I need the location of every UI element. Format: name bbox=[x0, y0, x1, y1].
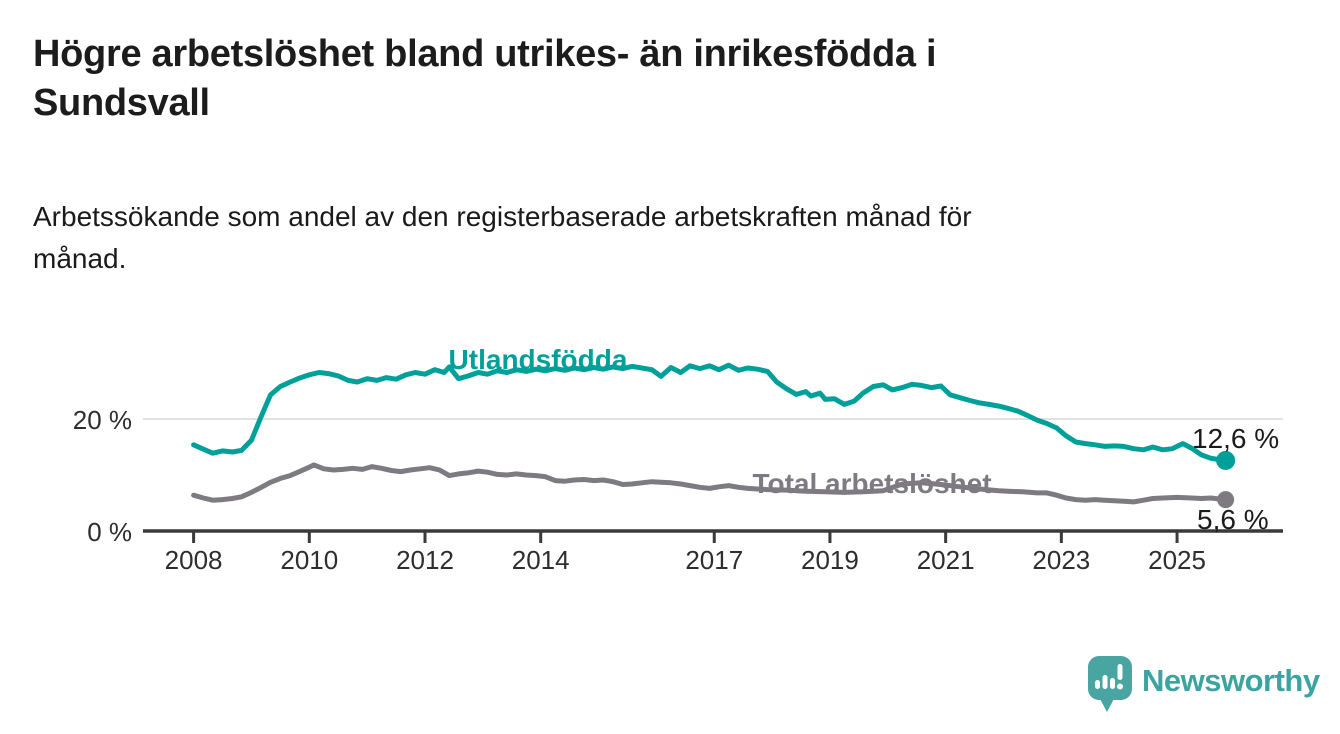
x-axis-tick-label: 2014 bbox=[511, 545, 570, 575]
x-axis-tick-label: 2021 bbox=[916, 545, 975, 575]
series-end-dot-utlandsfodda bbox=[1216, 450, 1236, 470]
y-axis-tick-label-20: 20 % bbox=[72, 405, 132, 435]
speech-bubble-bar-chart-icon bbox=[1088, 656, 1132, 712]
chart-subtitle: Arbetssökande som andel av den registerb… bbox=[33, 201, 972, 274]
series-label-total-arbetsloshet: Total arbetslöshet bbox=[752, 468, 992, 499]
brand-name: Newsworthy bbox=[1142, 663, 1320, 698]
x-axis: 2008 2010 2012 2014 2017 2019 2021 2023 2025 bbox=[0, 545, 1340, 579]
end-value-label-utlandsfodda: 12,6 % bbox=[1192, 423, 1280, 454]
x-axis-tick-label: 2017 bbox=[685, 545, 744, 575]
page-title: Högre arbetslöshet bland utrikes- än inr… bbox=[33, 33, 937, 124]
x-axis-tick-label: 2008 bbox=[164, 545, 223, 575]
x-axis-tick-label: 2019 bbox=[801, 545, 859, 575]
series-label-utlandsfodda: Utlandsfödda bbox=[448, 344, 628, 375]
series-end-dot-total-arbetsloshet bbox=[1217, 491, 1235, 509]
series-line-utlandsfodda bbox=[191, 362, 1229, 463]
x-axis-tick-label: 2025 bbox=[1148, 545, 1206, 575]
x-axis-tick-label: 2023 bbox=[1032, 545, 1091, 575]
newsworthy-logo: Newsworthy bbox=[1087, 655, 1320, 715]
series-line-total-arbetsloshet bbox=[191, 462, 1229, 505]
x-axis-tick-label: 2010 bbox=[280, 545, 339, 575]
end-value-label-total-arbetsloshet: 5,6 % bbox=[1197, 504, 1269, 535]
y-axis-tick-label-0: 0 % bbox=[87, 517, 132, 547]
x-axis-tick-label: 2012 bbox=[396, 545, 454, 575]
